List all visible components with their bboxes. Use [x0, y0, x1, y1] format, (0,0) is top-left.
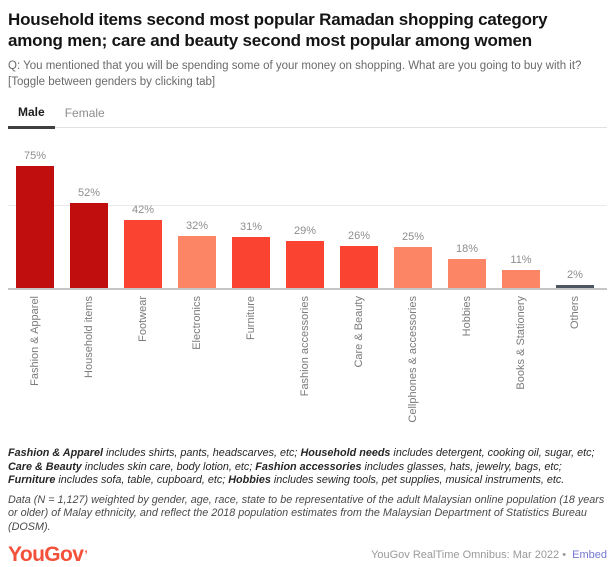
bar-value-label: 29% [293, 225, 317, 237]
category-label: Footwear [136, 296, 149, 342]
bar [70, 203, 108, 288]
category-term: Furniture [8, 474, 56, 486]
bar-chart: 75% 52% 42% 32% 31% 29% 26% 25% 18% 11% 2% Fashion… [8, 144, 607, 428]
bar-group: 25% [386, 231, 440, 288]
bar-group: 11% [494, 254, 548, 288]
category-label: Fashion accessories [298, 296, 311, 397]
embed-link[interactable]: Embed [572, 549, 607, 561]
category-cell: Care & Beauty [332, 290, 386, 428]
bar-group: 31% [224, 221, 278, 288]
gender-tabbar: Male Female [8, 103, 607, 129]
survey-question: Q: You mentioned that you will be spendi… [8, 60, 582, 88]
gridline-50 [8, 205, 607, 206]
bar-value-label: 31% [239, 221, 263, 233]
methodology-note: Data (N = 1,127) weighted by gender, age… [8, 493, 605, 533]
bar [232, 237, 270, 288]
bar [286, 241, 324, 288]
bar-value-label: 11% [510, 254, 532, 266]
yougov-logo-text: YouGov [8, 543, 84, 566]
bar-group: 52% [62, 187, 116, 288]
category-term: Care & Beauty [8, 460, 82, 473]
category-label: Furniture [244, 296, 257, 341]
category-label: Hobbies [460, 296, 473, 337]
category-labels-row: Fashion & Apparel Household items Footwear… [8, 290, 607, 428]
bar-group: 29% [278, 225, 332, 288]
category-label: Care & Beauty [352, 296, 365, 368]
bar-value-label: 32% [185, 220, 209, 232]
category-description: includes sewing tools, pet supplies, mus… [270, 474, 565, 486]
category-term: Household needs [300, 447, 391, 459]
tab-female[interactable]: Female [55, 103, 115, 127]
yougov-logo-mark: ’ [84, 548, 88, 562]
category-cell: Footwear [116, 290, 170, 428]
category-cell: Hobbies [440, 290, 494, 428]
category-cell: Cellphones & accessories [386, 290, 440, 428]
bar-value-label: 25% [401, 231, 425, 243]
bar-value-label: 42% [131, 204, 155, 216]
bar-group: 75% [8, 150, 62, 288]
bars-row: 75% 52% 42% 32% 31% 29% 26% 25% 18% 11% 2% [8, 144, 607, 288]
bar [340, 246, 378, 288]
category-label: Electronics [190, 296, 203, 350]
tab-male[interactable]: Male [8, 103, 55, 129]
category-description: includes sofa, table, cupboard, etc; [55, 474, 229, 486]
bar [394, 247, 432, 288]
bar-value-label: 52% [77, 187, 101, 199]
footer: YouGov’ YouGov RealTime Omnibus: Mar 202… [8, 544, 607, 566]
bar-group: 2% [548, 269, 602, 288]
category-cell: Household items [62, 290, 116, 428]
category-term: Hobbies [228, 474, 271, 486]
category-description: includes glasses, hats, jewelry, bags, e… [361, 460, 562, 473]
category-cell: Others [548, 290, 602, 428]
bar-value-label: 75% [23, 150, 47, 162]
category-label: Fashion & Apparel [28, 296, 41, 386]
category-description: includes skin care, body lotion, etc; [81, 460, 256, 473]
bar-group: 42% [116, 204, 170, 288]
category-description: includes detergent, cooking oil, sugar, … [390, 447, 595, 459]
source-text: YouGov RealTime Omnibus: Mar 2022 • [371, 549, 567, 561]
bar-value-label: 18% [455, 243, 479, 255]
bar-group: 26% [332, 230, 386, 288]
category-label: Household items [82, 296, 95, 378]
plot-area: 75% 52% 42% 32% 31% 29% 26% 25% 18% 11% 2% [8, 144, 607, 290]
bar [448, 259, 486, 288]
category-term: Fashion & Apparel [8, 447, 103, 459]
bar-group: 18% [440, 243, 494, 288]
bar [16, 166, 54, 288]
bar [502, 270, 540, 288]
yougov-logo[interactable]: YouGov’ [8, 543, 88, 566]
category-label: Cellphones & accessories [406, 296, 419, 423]
bar-group: 32% [170, 220, 224, 288]
category-label: Others [568, 296, 581, 330]
page-title: Household items second most popular Rama… [8, 10, 548, 50]
bar [124, 220, 162, 288]
bar [556, 285, 594, 288]
category-cell: Furniture [224, 290, 278, 428]
category-definitions: Fashion & Apparel includes shirts, pants… [8, 447, 607, 488]
source-line: YouGov RealTime Omnibus: Mar 2022 • Embe… [371, 549, 607, 561]
category-description: includes shirts, pants, headscarves, etc… [102, 447, 301, 459]
category-term: Fashion accessories [255, 460, 362, 473]
bar [178, 236, 216, 288]
category-label: Books & Stationery [514, 296, 527, 390]
category-cell: Fashion & Apparel [8, 290, 62, 428]
category-cell: Fashion accessories [278, 290, 332, 428]
category-cell: Electronics [170, 290, 224, 428]
category-cell: Books & Stationery [494, 290, 548, 428]
bar-value-label: 2% [567, 269, 583, 281]
bar-value-label: 26% [347, 230, 371, 242]
